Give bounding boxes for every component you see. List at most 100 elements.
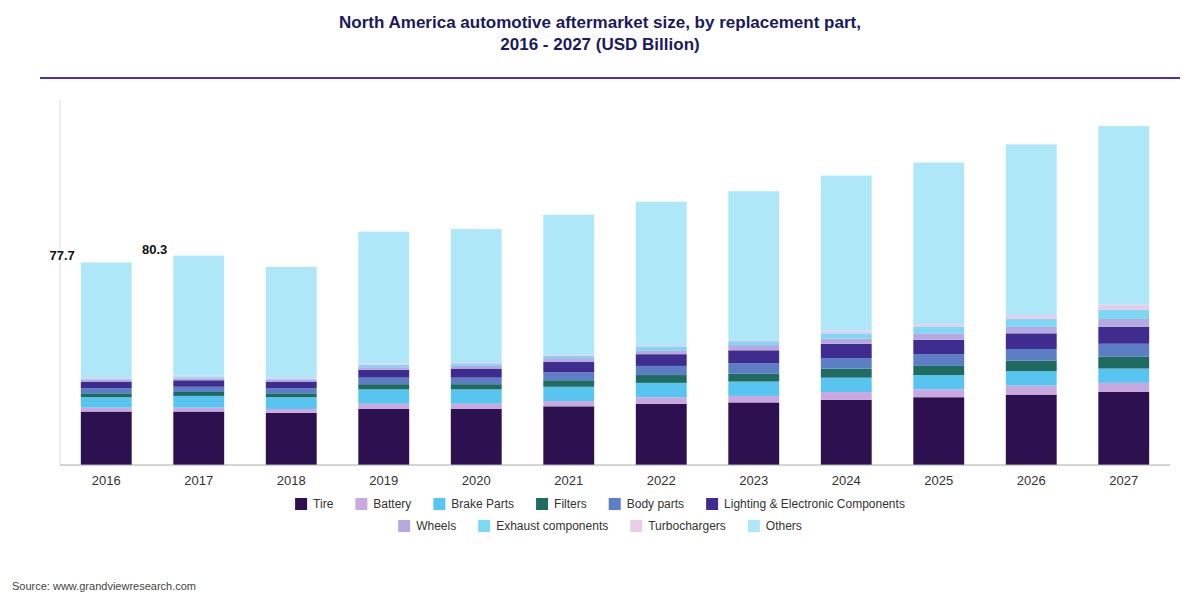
bar-segment (266, 378, 317, 379)
legend-label: Battery (373, 497, 411, 511)
bar-segment (821, 392, 872, 400)
bar-segment (636, 375, 687, 383)
title: North America automotive aftermarket siz… (339, 13, 861, 54)
legend-item: Turbochargers (630, 519, 726, 533)
bar-segment (1098, 344, 1149, 357)
bar-segment (821, 331, 872, 334)
bar-segment (451, 229, 502, 362)
bar-segment (1098, 383, 1149, 392)
bar-segment (543, 358, 594, 362)
bar-segment (451, 389, 502, 403)
bar-segment (1098, 327, 1149, 344)
x-tick-label: 2022 (647, 473, 676, 488)
bar-segment (913, 333, 964, 340)
bar-segment (173, 396, 224, 408)
x-tick-label: 2020 (462, 473, 491, 488)
legend-swatch (748, 520, 760, 532)
bar-segment (543, 401, 594, 406)
bar-segment (913, 375, 964, 389)
bar-segment (451, 366, 502, 369)
bar-segment (913, 324, 964, 327)
bar-segment (81, 408, 132, 412)
bar-segment (451, 378, 502, 385)
bar-segment (266, 413, 317, 465)
series (81, 357, 1149, 397)
bar-segment (81, 382, 132, 389)
bar-segment (913, 389, 964, 397)
series (81, 126, 1149, 377)
bar-segment (1006, 319, 1057, 327)
bar-segment (451, 404, 502, 409)
legend-label: Lighting & Electronic Components (724, 497, 905, 511)
bar-segment (1006, 333, 1057, 349)
bar-segment (1098, 126, 1149, 305)
legend-label: Turbochargers (648, 519, 726, 533)
bar-segment (636, 350, 687, 354)
x-tick-label: 2025 (924, 473, 953, 488)
bar-segment (173, 387, 224, 392)
legend-item: Filters (536, 497, 587, 511)
bar-segment (81, 397, 132, 407)
legend-label: Others (766, 519, 802, 533)
bar-segment (1006, 144, 1057, 315)
bar-segment (81, 378, 132, 379)
bar-segment (728, 402, 779, 465)
bar-segment (636, 397, 687, 404)
bar-segment (81, 377, 132, 378)
bar-segment (543, 215, 594, 354)
bar-segment (1006, 371, 1057, 385)
chart: North America automotive aftermarket siz… (0, 0, 1200, 600)
legend-swatch (536, 498, 548, 510)
series (81, 305, 1149, 379)
bar-segment (543, 362, 594, 372)
legend-item: Others (748, 519, 802, 533)
bar-segment (266, 388, 317, 393)
bar-segment (636, 202, 687, 345)
bar-segment (1006, 385, 1057, 394)
bar-segment (266, 377, 317, 378)
legend-item: Wheels (398, 519, 456, 533)
bar-segment (728, 191, 779, 340)
bar-segment (266, 397, 317, 409)
bar-segment (636, 345, 687, 346)
legend-label: Brake Parts (451, 497, 514, 511)
bar-segment (173, 380, 224, 387)
legend-swatch (478, 520, 490, 532)
bar-segment (358, 384, 409, 389)
bar-segment (543, 356, 594, 359)
bars (81, 126, 1149, 465)
y-axis-line (60, 100, 61, 465)
bar-segment (81, 388, 132, 393)
x-tick-label: 2026 (1017, 473, 1046, 488)
bar-segment (543, 354, 594, 355)
bar-segment (728, 396, 779, 403)
x-axis-line (60, 465, 1170, 466)
legend-label: Body parts (627, 497, 684, 511)
bar-segment (728, 363, 779, 373)
bar-segment (1098, 392, 1149, 465)
bar-segment (173, 412, 224, 465)
bar-segment (451, 369, 502, 378)
annotation: 80.3 (142, 242, 167, 257)
x-tick-label: 2019 (369, 473, 398, 488)
bar-segment (913, 163, 964, 325)
x-tick-label: 2016 (92, 473, 121, 488)
header-rule (40, 77, 1180, 79)
x-tick-label: 2018 (277, 473, 306, 488)
x-tick-label: 2021 (554, 473, 583, 488)
bar-segment (728, 382, 779, 396)
bar-segment (913, 354, 964, 366)
bar-segment (728, 345, 779, 350)
bar-segment (81, 393, 132, 397)
bar-segment (81, 412, 132, 465)
bar-segment (1006, 327, 1057, 334)
bar-segment (81, 262, 132, 377)
annotation: 77.7 (50, 248, 75, 263)
bar-segment (266, 267, 317, 377)
bar-segment (451, 409, 502, 465)
bar-segment (821, 378, 872, 392)
bar-segment (543, 387, 594, 401)
source: Source: www.grandviewresearch.com (12, 580, 196, 592)
bar-segment (913, 366, 964, 375)
legend: TireBatteryBrake PartsFiltersBody partsL… (295, 497, 905, 533)
